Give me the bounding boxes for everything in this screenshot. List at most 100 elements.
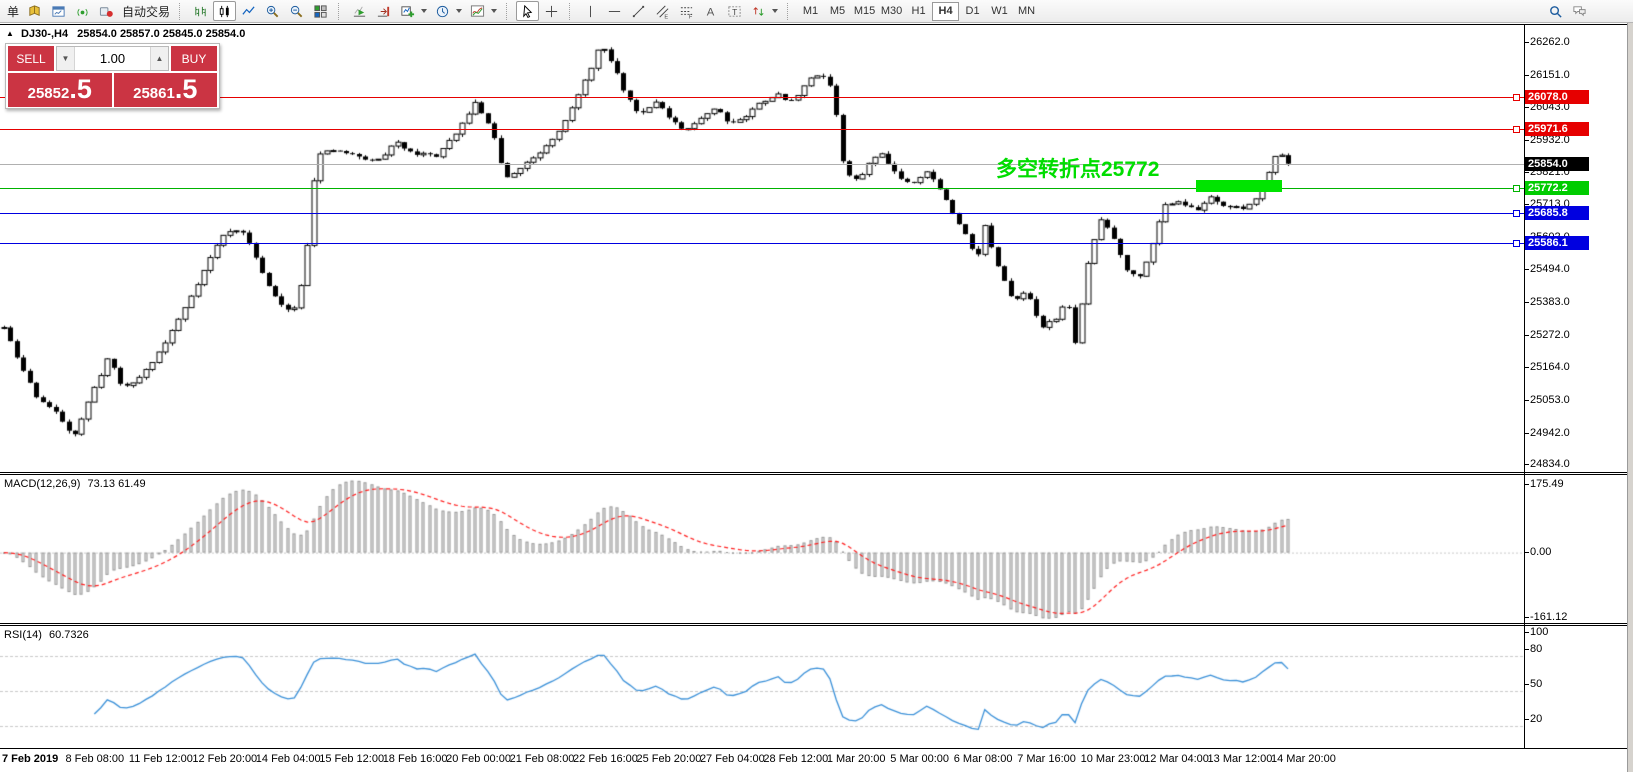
level-price-badge[interactable]: 26078.0: [1525, 90, 1589, 104]
line-handle[interactable]: [1513, 185, 1520, 192]
chart-shift-icon[interactable]: [372, 1, 395, 21]
line-handle[interactable]: [1513, 94, 1520, 101]
window-right-edge: [1627, 23, 1633, 772]
main-toolbar: 单 自动交易 E F A T M1 M5 M1: [0, 0, 1633, 23]
bar-chart-icon[interactable]: [189, 1, 212, 21]
level-price-badge[interactable]: 25685.8: [1525, 206, 1589, 220]
tile-windows-icon[interactable]: [309, 1, 332, 21]
indicators-icon[interactable]: [466, 1, 489, 21]
horizontal-line-tool-icon[interactable]: [603, 1, 626, 21]
price-tick: 24834.0: [1524, 458, 1570, 471]
candlestick-chart-icon[interactable]: [213, 1, 237, 21]
macd-canvas[interactable]: [0, 475, 1524, 623]
buy-button[interactable]: BUY: [171, 46, 217, 71]
time-axis-label: 10 Mar 23:00: [1080, 753, 1146, 765]
auto-scroll-icon[interactable]: [348, 1, 371, 21]
level-price-badge[interactable]: 25772.2: [1525, 181, 1589, 195]
timeframe-button-M15[interactable]: M15: [853, 5, 876, 17]
timeframe-button-M30[interactable]: M30: [880, 5, 903, 17]
line-handle[interactable]: [1513, 210, 1520, 217]
time-axis-label: 7 Feb 2019: [2, 753, 59, 765]
svg-text:A: A: [707, 6, 715, 18]
timeframe-button-M1[interactable]: M1: [802, 5, 819, 17]
buy-price-box[interactable]: 25861 .5: [113, 73, 217, 107]
time-axis-label: 12 Mar 04:00: [1144, 753, 1209, 765]
buy-price-fraction: .5: [174, 74, 198, 104]
time-axis-label: 12 Feb 20:00: [192, 753, 258, 765]
vertical-line-tool-icon[interactable]: [579, 1, 602, 21]
timeframe-button-H1[interactable]: H1: [911, 5, 926, 17]
fibonacci-tool-icon[interactable]: F: [675, 1, 698, 21]
main-chart-canvas[interactable]: [0, 25, 1524, 472]
price-tick: 25494.0: [1524, 263, 1570, 276]
current-price-badge[interactable]: 25854.0: [1525, 157, 1589, 171]
macd-axis-tick: 175.49: [1524, 478, 1564, 490]
price-axis-border: [1524, 24, 1525, 748]
text-label-tool-icon[interactable]: T: [723, 1, 746, 21]
time-axis-label: 20 Feb 00:00: [446, 753, 511, 765]
chart-annotation-text: 多空转折点25772: [996, 158, 1160, 181]
level-price-badge[interactable]: 25586.1: [1525, 236, 1589, 250]
sell-button[interactable]: SELL: [8, 46, 54, 71]
rsi-canvas[interactable]: [0, 626, 1524, 748]
bid-price-line: [0, 164, 1524, 165]
sell-price-fraction: .5: [69, 74, 92, 104]
pane-splitter[interactable]: [0, 623, 1627, 626]
text-tool-icon[interactable]: A: [699, 1, 722, 21]
autotrade-icon[interactable]: [95, 1, 118, 21]
horizontal-level-line[interactable]: [0, 97, 1524, 98]
search-icon[interactable]: [1544, 1, 1567, 21]
volume-input[interactable]: 1.00: [74, 47, 151, 70]
pane-splitter[interactable]: [0, 472, 1627, 475]
arrows-tool-icon[interactable]: [747, 1, 770, 21]
timeframe-button-D1[interactable]: D1: [965, 5, 980, 17]
horizontal-level-line[interactable]: [0, 129, 1524, 130]
periods-clock-icon[interactable]: [431, 1, 454, 21]
volume-stepper: ▼ 1.00 ▲: [56, 46, 169, 71]
horizontal-level-line[interactable]: [0, 243, 1524, 244]
crosshair-icon[interactable]: [540, 1, 563, 21]
sell-price-box[interactable]: 25852 .5: [8, 73, 112, 107]
line-chart-icon[interactable]: [237, 1, 260, 21]
zoom-in-icon[interactable]: [261, 1, 284, 21]
cursor-icon[interactable]: [516, 1, 540, 21]
autotrade-button[interactable]: 自动交易: [122, 4, 171, 19]
indicators-dropdown-icon[interactable]: [491, 9, 498, 13]
price-tick: 25272.0: [1524, 328, 1570, 341]
horizontal-level-line[interactable]: [0, 213, 1524, 214]
navigator-icon[interactable]: [71, 1, 94, 21]
chat-icon[interactable]: [1568, 1, 1591, 21]
new-chart-icon[interactable]: [396, 1, 419, 21]
timeframe-button-H4[interactable]: H4: [932, 1, 960, 21]
level-price-badge[interactable]: 25971.6: [1525, 122, 1589, 136]
rsi-axis-tick: 100: [1523, 626, 1549, 638]
time-axis-label: 8 Feb 08:00: [65, 753, 125, 765]
horizontal-level-line[interactable]: [0, 188, 1524, 189]
volume-decrease-button[interactable]: ▼: [57, 47, 74, 70]
time-axis-label: 27 Feb 04:00: [699, 753, 765, 765]
price-tick: 24942.0: [1524, 426, 1570, 439]
new-chart-dropdown-icon[interactable]: [421, 9, 428, 13]
market-watch-icon[interactable]: [23, 1, 46, 21]
periods-dropdown-icon[interactable]: [456, 9, 463, 13]
chart-ohlc-values: 25854.0 25857.0 25845.0 25854.0: [77, 28, 246, 40]
trendline-tool-icon[interactable]: [627, 1, 650, 21]
svg-text:E: E: [664, 14, 668, 18]
arrows-dropdown-icon[interactable]: [772, 9, 779, 13]
panel-toggle-icon[interactable]: ▲: [6, 29, 14, 38]
volume-increase-button[interactable]: ▲: [151, 47, 168, 70]
timeframe-button-MN[interactable]: MN: [1017, 5, 1036, 17]
time-axis: [0, 748, 1627, 772]
new-order-button[interactable]: 单: [7, 4, 20, 19]
one-click-trading-panel: SELL ▼ 1.00 ▲ BUY 25852 .5 25861 .5: [5, 43, 220, 109]
line-handle[interactable]: [1513, 240, 1520, 247]
line-handle[interactable]: [1513, 126, 1520, 133]
timeframe-button-W1[interactable]: W1: [991, 5, 1008, 17]
highlight-rectangle[interactable]: [1196, 180, 1282, 192]
timeframe-button-M5[interactable]: M5: [829, 5, 846, 17]
chart-frame-top: [0, 24, 1627, 25]
channel-tool-icon[interactable]: E: [651, 1, 674, 21]
time-axis-label: 13 Mar 12:00: [1207, 753, 1273, 765]
data-window-icon[interactable]: [47, 1, 70, 21]
zoom-out-icon[interactable]: [285, 1, 308, 21]
